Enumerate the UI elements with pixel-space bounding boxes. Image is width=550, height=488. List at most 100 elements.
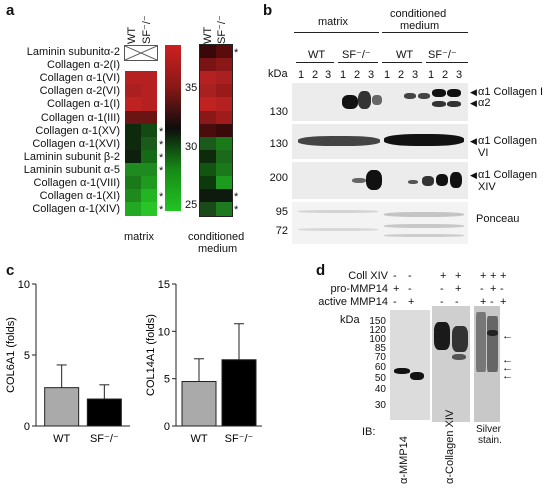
heatmap-cell bbox=[125, 202, 141, 216]
lane-number: 3 bbox=[368, 69, 375, 81]
arrowhead-icon: ◀ bbox=[470, 170, 477, 180]
kda-marker: 30 bbox=[374, 400, 386, 411]
silver-label-1: Silver bbox=[476, 424, 502, 435]
significance-star: * bbox=[159, 138, 164, 151]
y-tick-label: 10 bbox=[158, 326, 170, 338]
heatmap-row-label: Collagen α-2(I) bbox=[47, 59, 120, 72]
heatmap-cell bbox=[200, 176, 216, 190]
arrow-icon: ← bbox=[502, 354, 513, 366]
cm-bracket bbox=[382, 32, 468, 33]
condition-sign: + bbox=[490, 283, 497, 295]
heatmap-cell bbox=[216, 110, 232, 125]
y-tick-label: 5 bbox=[24, 350, 30, 362]
condition-sign: - bbox=[490, 296, 494, 308]
blot-head-cm-1: conditioned bbox=[390, 8, 447, 20]
heatmap-cell bbox=[125, 110, 141, 125]
y-tick-label: 5 bbox=[164, 374, 170, 386]
heatmap-row-label: Laminin subunit α-5 bbox=[23, 163, 120, 176]
scale-tick-35: 35 bbox=[185, 82, 198, 94]
heatmap-cell bbox=[141, 162, 157, 177]
heatmap-row-label: Collagen α-1(XIV) bbox=[32, 203, 120, 216]
arrow-icon: ← bbox=[502, 362, 513, 374]
x-tick-label: WT bbox=[190, 433, 207, 445]
bar bbox=[86, 398, 122, 427]
y-tick-label: 0 bbox=[24, 421, 30, 433]
heatmap-cell bbox=[200, 149, 216, 164]
heatmap-row-label: Collagen α-1(VIII) bbox=[33, 177, 120, 189]
heatmap-row-label: Laminin subunitα-2 bbox=[26, 46, 120, 58]
heatmap-cell bbox=[141, 189, 157, 203]
bar bbox=[44, 387, 80, 427]
bar bbox=[221, 359, 257, 427]
panel-b-label: b bbox=[263, 2, 273, 19]
marker-95: 95 bbox=[275, 206, 288, 218]
heatmap-frame bbox=[199, 44, 233, 218]
heatmap-cell bbox=[200, 110, 216, 125]
heatmap-row-label: Collagen α-1(VI) bbox=[39, 72, 120, 85]
significance-star: * bbox=[234, 191, 239, 204]
y-tick-label: 15 bbox=[158, 279, 170, 291]
marker-200: 200 bbox=[269, 172, 288, 184]
heatmap-cell bbox=[141, 84, 157, 98]
silver-label-2: stain. bbox=[478, 435, 502, 446]
medium-label-line1: conditioned bbox=[188, 231, 245, 243]
x-tick-label: WT bbox=[53, 433, 70, 445]
arrowhead-icon: ◀ bbox=[470, 98, 477, 108]
heatmap-cell bbox=[216, 58, 232, 72]
panel-d-label: d bbox=[316, 262, 326, 279]
condition-sign: + bbox=[440, 270, 447, 282]
arrow-icon: ← bbox=[502, 330, 513, 342]
condition-sign: + bbox=[500, 296, 507, 308]
scale-tick-30: 30 bbox=[185, 141, 198, 153]
blot-collagen-i bbox=[292, 83, 468, 121]
significance-star: * bbox=[159, 164, 164, 177]
label-alpha2: α2 bbox=[478, 97, 491, 109]
condition-sign: - bbox=[440, 296, 444, 308]
arrow-icon: ← bbox=[502, 370, 513, 382]
heatmap-cell bbox=[200, 58, 216, 72]
significance-star: * bbox=[234, 204, 239, 217]
blot-collagen-xiv-d bbox=[432, 306, 470, 422]
blot-collagen-xiv bbox=[292, 162, 468, 199]
heatmap-cell bbox=[200, 189, 216, 203]
group-sf-2: SF⁻/⁻ bbox=[428, 49, 457, 61]
heatmap-cell bbox=[125, 84, 141, 98]
lane-number: 3 bbox=[325, 69, 332, 81]
group-wt-2: WT bbox=[396, 49, 414, 61]
heatmap-cell bbox=[141, 176, 157, 190]
matrix-col-sf: SF⁻/⁻ bbox=[141, 15, 153, 44]
medium-label-line2: medium bbox=[198, 243, 238, 255]
arrowhead-icon: ◀ bbox=[470, 87, 477, 97]
heatmap-cell bbox=[200, 202, 216, 216]
heatmap-row-label: Collagen α-1(XVI) bbox=[32, 137, 120, 150]
lane-number: 1 bbox=[428, 69, 435, 81]
condition-sign: - bbox=[393, 296, 397, 308]
condition-sign: - bbox=[408, 283, 412, 295]
lane-number: 1 bbox=[340, 69, 347, 81]
heatmap-cell bbox=[216, 97, 232, 111]
panel-c-label: c bbox=[6, 262, 15, 279]
heatmap-cell bbox=[216, 202, 232, 216]
heatmap-cell bbox=[200, 123, 216, 138]
heatmap-row-label: Collagen α-1(I) bbox=[47, 98, 120, 111]
heatmap-cell bbox=[141, 202, 157, 216]
kda-marker: 60 bbox=[374, 362, 386, 373]
condition-sign: - bbox=[480, 283, 484, 295]
heatmap-cell bbox=[216, 123, 232, 138]
lane-number: 2 bbox=[312, 69, 319, 81]
empty-cell-crossed bbox=[124, 45, 158, 61]
x-tick-label: SF⁻/⁻ bbox=[225, 433, 254, 445]
lane-number: 1 bbox=[298, 69, 305, 81]
y-axis-label: COL6A1 (folds) bbox=[5, 317, 17, 393]
label-ponceau: Ponceau bbox=[476, 213, 520, 225]
heatmap-cell bbox=[125, 189, 141, 203]
label-collagen-i: α1 Collagen I bbox=[478, 86, 544, 98]
cond-coll-xiv: Coll XIV bbox=[348, 270, 388, 282]
heatmap-row-label: Laminin subunit β-2 bbox=[23, 150, 120, 163]
condition-sign: + bbox=[480, 296, 487, 308]
condition-sign: + bbox=[455, 270, 462, 282]
blot-head-matrix: matrix bbox=[318, 16, 348, 28]
bar bbox=[181, 381, 217, 427]
heatmap-cell bbox=[200, 71, 216, 85]
blot-mmp14 bbox=[390, 310, 430, 420]
